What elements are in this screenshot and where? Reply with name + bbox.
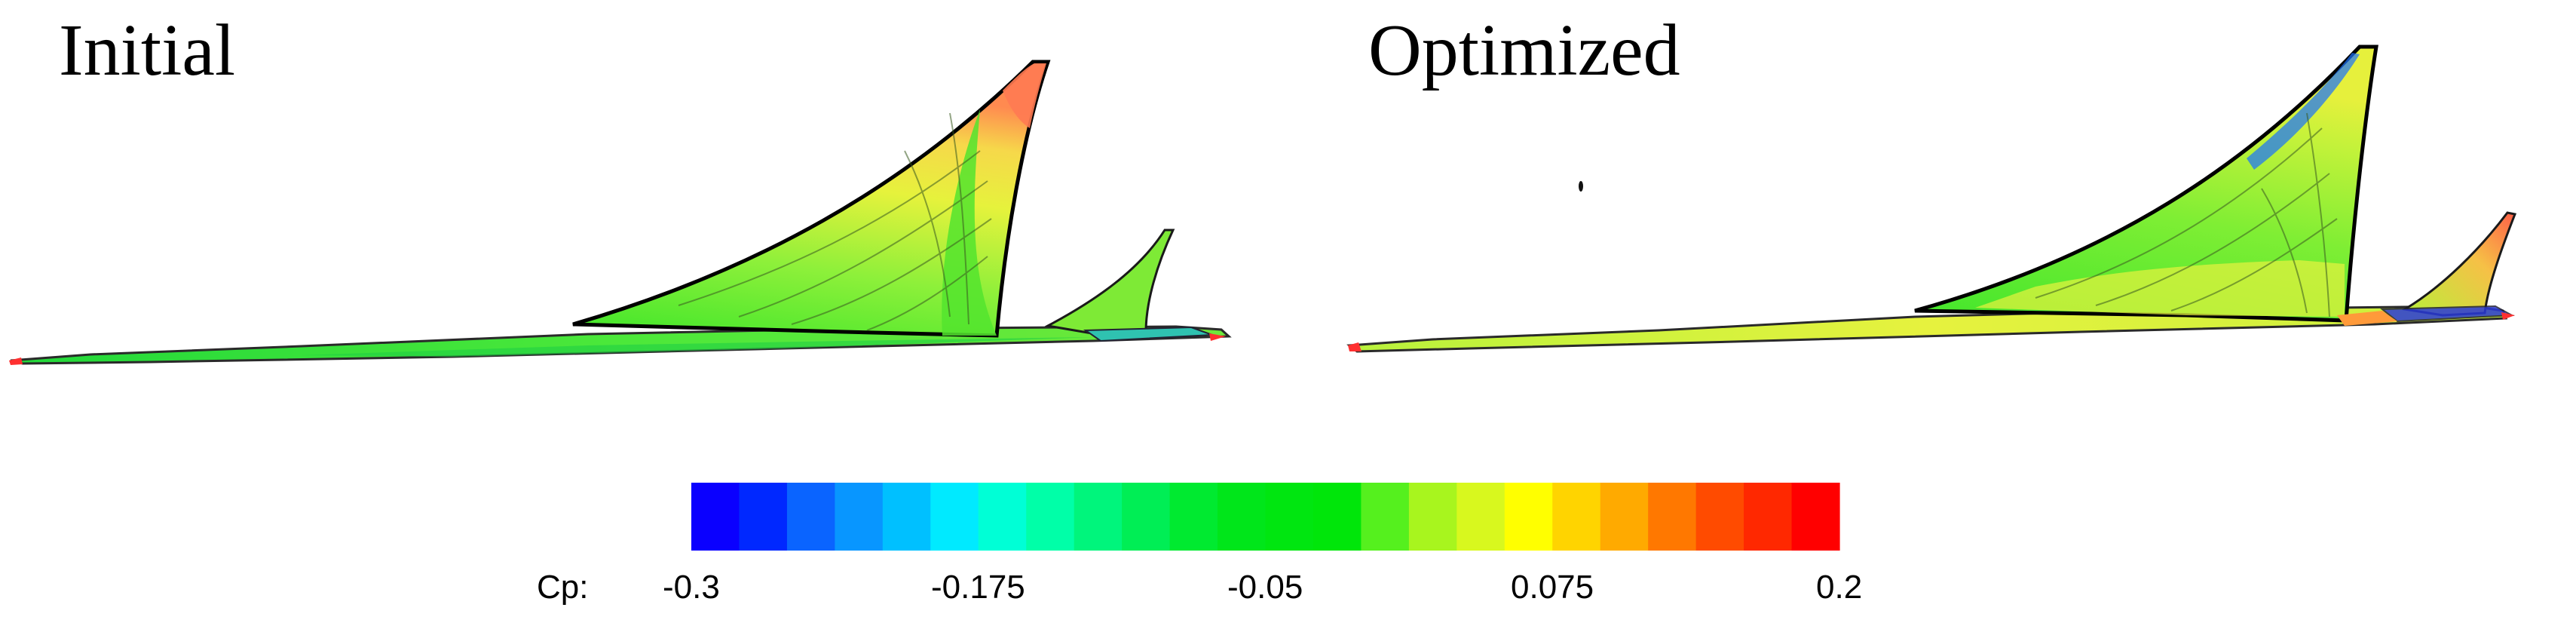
optimized-horizontal-tail	[2401, 211, 2517, 317]
optimized-aircraft	[1346, 44, 2517, 353]
colorbar-segment	[1744, 483, 1793, 551]
colorbar-segment	[1552, 483, 1601, 551]
optimized-wing-contours	[2035, 112, 2338, 318]
optimized-tail-marker	[2501, 312, 2515, 320]
colorbar	[691, 483, 1840, 551]
colorbar-segment	[930, 483, 979, 551]
colorbar-segment	[1169, 483, 1218, 551]
initial-tail-marker	[1209, 333, 1226, 341]
colorbar-segment	[1600, 483, 1649, 551]
colorbar-segment	[1026, 483, 1075, 551]
stray-dot	[1579, 181, 1583, 192]
optimized-wing-root-orange-region	[2337, 311, 2397, 326]
colorbar-segment	[1361, 483, 1410, 551]
initial-wing-contours	[678, 112, 992, 331]
optimized-wing-inboard-region	[1975, 260, 2345, 317]
colorbar-segment	[1074, 483, 1123, 551]
colorbar-segment	[1122, 483, 1171, 551]
initial-tail-aft-body	[1083, 326, 1213, 342]
colorbar-tick-label: 0.075	[1511, 569, 1594, 606]
colorbar-segment	[1695, 483, 1744, 551]
colorbar-variable-label: Cp:	[537, 569, 589, 606]
colorbar-segment	[1648, 483, 1697, 551]
panel-title-initial: Initial	[59, 10, 236, 91]
colorbar-segment	[1408, 483, 1457, 551]
initial-wing-trailing-band	[942, 109, 997, 336]
initial-wing-tip-region	[1003, 63, 1046, 128]
colorbar-tick-label: -0.175	[931, 569, 1025, 606]
optimized-nose-marker	[1348, 342, 1362, 351]
colorbar-segment	[739, 483, 788, 551]
optimized-wing-leading-edge-band	[2247, 53, 2360, 170]
colorbar-segment	[882, 483, 931, 551]
colorbar-segment	[1265, 483, 1314, 551]
colorbar-segment	[1504, 483, 1553, 551]
colorbar-segment	[691, 483, 740, 551]
colorbar-segment	[978, 483, 1027, 551]
colorbar-segment	[1313, 483, 1362, 551]
panel-title-optimized: Optimized	[1368, 10, 1680, 91]
initial-horizontal-tail	[1044, 229, 1175, 336]
colorbar-segment	[786, 483, 835, 551]
initial-fuselage-underside	[302, 337, 1093, 357]
initial-nose-marker	[9, 357, 23, 365]
colorbar-segment	[835, 483, 884, 551]
colorbar-segment	[1218, 483, 1267, 551]
colorbar-tick-label: 0.2	[1816, 569, 1863, 606]
colorbar-segment	[1456, 483, 1505, 551]
colorbar-tick-label: -0.3	[663, 569, 720, 606]
initial-aircraft	[9, 60, 1232, 365]
colorbar-segment	[1791, 483, 1840, 551]
colorbar-tick-label: -0.05	[1227, 569, 1303, 606]
